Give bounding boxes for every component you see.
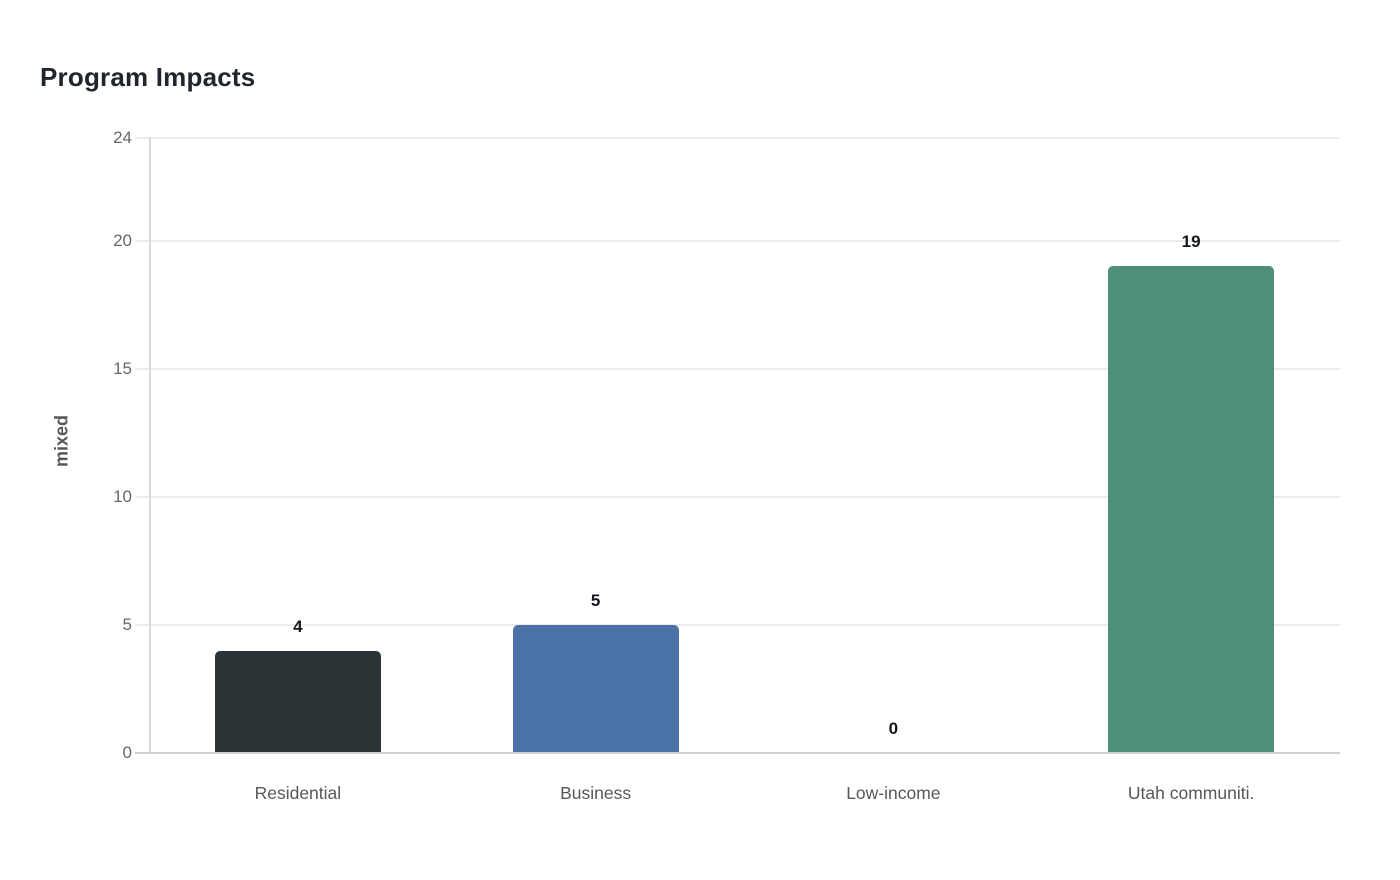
bar-business bbox=[512, 624, 679, 753]
bar-utah-communiti bbox=[1108, 266, 1275, 753]
bar-value-label: 0 bbox=[888, 719, 899, 738]
gridline bbox=[135, 495, 1340, 498]
plot-area: 0 5 10 15 20 24 4 Residential 5 Business 0 Low-inco… bbox=[113, 128, 1340, 803]
x-category-label: Residential bbox=[254, 783, 342, 803]
gridline bbox=[135, 239, 1340, 242]
x-category-label: Utah communiti. bbox=[1127, 783, 1255, 803]
y-tick-label: 15 bbox=[113, 358, 132, 378]
x-category-label: Business bbox=[560, 783, 632, 803]
y-axis-line bbox=[149, 138, 151, 753]
y-tick-label: 5 bbox=[122, 614, 132, 634]
gridline bbox=[135, 137, 1340, 139]
chart-title: Program Impacts bbox=[40, 62, 256, 92]
y-axis-title: mixed bbox=[51, 414, 72, 468]
x-category-label: Low-income bbox=[846, 783, 941, 803]
bar-value-label: 19 bbox=[1181, 232, 1201, 252]
gridline bbox=[135, 623, 1340, 626]
bar-residential bbox=[214, 650, 381, 753]
y-tick-label: 0 bbox=[122, 743, 132, 762]
y-tick-label: 20 bbox=[113, 230, 132, 250]
bar-value-label: 5 bbox=[590, 590, 601, 610]
gridline bbox=[135, 367, 1340, 370]
bar-value-label: 4 bbox=[293, 616, 303, 636]
x-axis-baseline bbox=[135, 752, 1340, 754]
y-tick-label: 24 bbox=[113, 128, 132, 147]
y-tick-label: 10 bbox=[113, 486, 132, 506]
